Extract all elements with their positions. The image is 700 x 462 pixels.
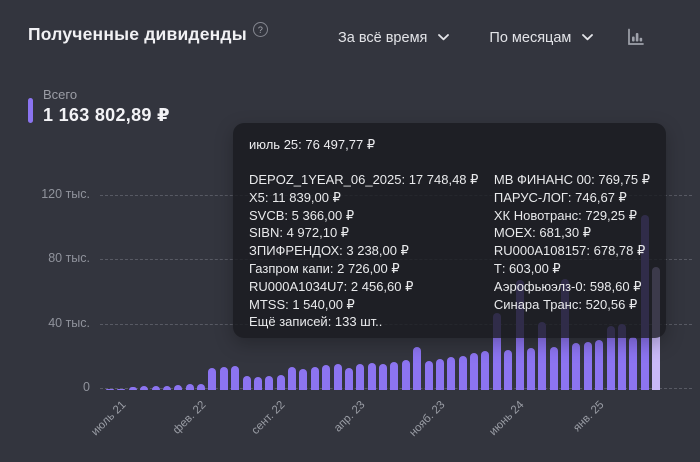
legend-value: 1 163 802,89 ₽ (43, 105, 170, 125)
bar[interactable] (447, 356, 456, 390)
tooltip-row: Газпром капи: 2 726,00 ₽ (249, 260, 400, 276)
bar[interactable] (390, 361, 399, 390)
bar[interactable] (526, 348, 535, 390)
bar[interactable] (504, 349, 513, 390)
bar[interactable] (253, 377, 262, 390)
grouping-dropdown-label: По месяцам (489, 29, 572, 46)
bar[interactable] (128, 387, 137, 390)
bar[interactable] (117, 388, 126, 390)
x-axis-tick: сент. 22 (249, 399, 288, 437)
bar[interactable] (583, 341, 592, 390)
bar[interactable] (413, 346, 422, 390)
dividends-tooltip: июль 25: 76 497,77 ₽ DEPOZ_1YEAR_06_2025… (233, 123, 666, 338)
legend-item[interactable]: Всего 1 163 802,89 ₽ (28, 87, 170, 126)
period-dropdown[interactable]: За всё время (338, 29, 450, 46)
bar[interactable] (538, 322, 547, 390)
bar[interactable] (492, 312, 501, 390)
tooltip-row: Т: 603,00 ₽ (493, 260, 561, 276)
tooltip-row: Синара Транс: 520,56 ₽ (493, 296, 638, 312)
tooltip-row: X5: 11 839,00 ₽ (249, 189, 341, 205)
bar[interactable] (629, 336, 638, 390)
bar[interactable] (379, 364, 387, 390)
bar[interactable] (356, 364, 365, 390)
tooltip-row: ХК Новотранс: 729,25 ₽ (493, 207, 638, 223)
bar[interactable] (231, 365, 240, 390)
bar[interactable] (299, 369, 308, 390)
bar[interactable] (344, 368, 353, 390)
bar[interactable] (458, 356, 467, 390)
bar[interactable] (333, 364, 342, 390)
bar[interactable] (151, 385, 160, 390)
period-dropdown-label: За всё время (338, 29, 428, 46)
tooltip-row: DEPOZ_1YEAR_06_2025: 17 748,48 ₽ (249, 172, 479, 187)
y-axis-tick: 0 (83, 380, 90, 394)
bar[interactable] (276, 374, 285, 390)
bar[interactable] (435, 358, 444, 390)
tooltip-row: Аэрофьюэлз-0: 598,60 ₽ (493, 278, 642, 294)
bar[interactable] (310, 367, 319, 390)
page-title: Полученные дивиденды (28, 24, 247, 44)
legend-marker (28, 98, 33, 123)
bar[interactable] (572, 343, 581, 390)
tooltip-row: MTSS: 1 540,00 ₽ (249, 296, 355, 312)
bar[interactable] (401, 360, 410, 390)
bar[interactable] (606, 325, 615, 390)
widget-header: Полученные дивиденды ? (28, 22, 268, 45)
bar[interactable] (367, 362, 376, 390)
chevron-down-icon (438, 34, 450, 41)
bar[interactable] (162, 385, 171, 390)
x-axis-tick: фев. 22 (170, 399, 209, 437)
y-axis-tick: 40 тыс. (48, 315, 90, 330)
bar[interactable] (470, 352, 478, 390)
grouping-dropdown[interactable]: По месяцам (489, 29, 594, 46)
x-axis-tick: нояб. 23 (406, 399, 447, 440)
chart-type-button[interactable] (625, 27, 646, 48)
bar[interactable] (322, 365, 331, 390)
tooltip-row: RU000A1034U7: 2 456,60 ₽ (249, 278, 414, 294)
bar[interactable] (219, 367, 228, 390)
bar[interactable] (424, 361, 433, 390)
tooltip-row: SVCB: 5 366,00 ₽ (249, 207, 355, 223)
x-axis-tick: янв. 25 (570, 399, 607, 435)
bar[interactable] (288, 366, 296, 390)
tooltip-row: ПАРУС-ЛОГ: 746,67 ₽ (493, 189, 627, 205)
bar[interactable] (617, 323, 626, 390)
x-axis-tick: июль 21 (89, 399, 129, 439)
legend-text: Всего 1 163 802,89 ₽ (43, 87, 170, 126)
tooltip-title: июль 25: 76 497,77 ₽ (249, 137, 376, 152)
bar[interactable] (185, 384, 194, 390)
bar[interactable] (174, 384, 183, 390)
y-axis-tick: 120 тыс. (41, 186, 90, 201)
bar-chart-icon (628, 28, 645, 45)
bar[interactable] (242, 376, 251, 390)
tooltip-row: MOEX: 681,30 ₽ (493, 225, 592, 241)
y-axis-tick: 80 тыс. (48, 251, 90, 265)
tooltip-left-column: DEPOZ_1YEAR_06_2025: 17 748,48 ₽ X5: 11 8… (249, 171, 494, 331)
bar[interactable] (265, 375, 274, 390)
x-axis-tick: апр. 23 (331, 399, 368, 435)
tooltip-columns: DEPOZ_1YEAR_06_2025: 17 748,48 ₽ X5: 11 8… (249, 171, 650, 331)
tooltip-row: SIBN: 4 972,10 ₽ (249, 225, 350, 241)
bar[interactable] (140, 386, 149, 390)
chart-controls: За всё время По месяцам (338, 27, 646, 48)
bar[interactable] (481, 351, 490, 390)
bar[interactable] (197, 383, 205, 390)
chevron-down-icon (582, 34, 594, 41)
bar[interactable] (549, 346, 558, 390)
tooltip-row: RU000A108157: 678,78 ₽ (493, 243, 646, 259)
tooltip-row: МВ ФИНАНС 00: 769,75 ₽ (493, 172, 650, 187)
tooltip-row: ЗПИФРЕНДОХ: 3 238,00 ₽ (249, 243, 409, 259)
bar[interactable] (106, 388, 114, 390)
bar[interactable] (208, 367, 217, 390)
x-axis-tick: июнь 24 (487, 399, 527, 439)
help-icon[interactable]: ? (252, 22, 268, 37)
tooltip-right-column: МВ ФИНАНС 00: 769,75 ₽ ПАРУС-ЛОГ: 746,67 … (494, 171, 650, 331)
bar[interactable] (595, 340, 604, 390)
tooltip-row: Ещё записей: 133 шт.. (249, 314, 383, 330)
legend-label: Всего (43, 87, 78, 102)
